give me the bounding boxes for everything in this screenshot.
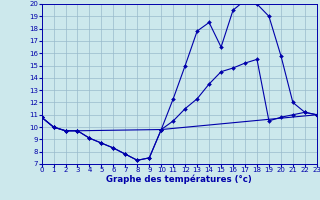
X-axis label: Graphe des températures (°c): Graphe des températures (°c) [106,175,252,184]
